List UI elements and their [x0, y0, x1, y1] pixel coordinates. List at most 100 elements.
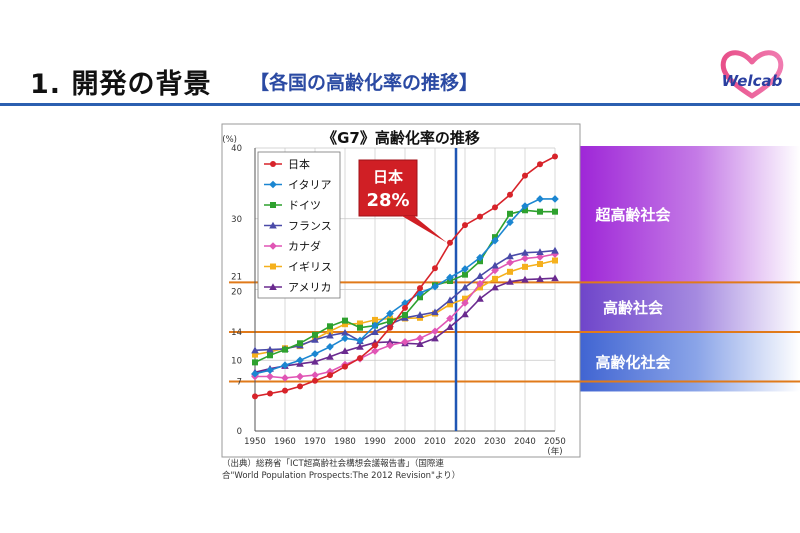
data-point	[386, 338, 394, 345]
y-tick-label: 20	[231, 288, 242, 298]
data-point	[551, 195, 559, 203]
data-point	[417, 285, 423, 292]
heart-logo-icon	[720, 50, 784, 99]
data-point	[266, 372, 274, 381]
data-point	[341, 328, 349, 336]
data-point	[402, 304, 408, 311]
data-point	[461, 265, 469, 273]
data-point	[386, 341, 394, 350]
data-point	[446, 296, 454, 304]
data-point	[522, 172, 528, 179]
data-point	[342, 363, 348, 370]
data-point	[416, 334, 424, 343]
data-point	[492, 204, 498, 211]
data-point	[431, 327, 439, 336]
source-line-2: 合"World Population Prospects:The 2012 Re…	[222, 471, 461, 481]
data-point	[506, 258, 514, 267]
data-point	[417, 294, 423, 301]
data-point	[462, 271, 468, 278]
data-point	[476, 253, 484, 262]
x-tick-label: 1950	[244, 437, 266, 447]
data-point	[492, 275, 498, 282]
data-point	[477, 213, 483, 220]
data-point	[267, 352, 273, 359]
data-point	[312, 331, 318, 338]
x-tick-label: 2030	[484, 437, 506, 447]
band-2	[570, 282, 800, 332]
legend-swatch-marker	[270, 202, 276, 208]
data-point	[476, 272, 484, 280]
data-point	[491, 236, 499, 245]
data-point	[371, 328, 379, 335]
data-point	[551, 246, 559, 254]
legend-swatch-marker	[269, 221, 277, 229]
data-point	[521, 202, 529, 210]
slide-title: 1. 開発の背景	[30, 69, 212, 100]
data-point	[521, 248, 529, 256]
data-point	[282, 346, 288, 353]
legend-swatch-marker	[269, 283, 277, 290]
data-point	[506, 277, 514, 285]
data-point	[551, 274, 559, 282]
data-point	[387, 318, 393, 325]
logo-text: Welcab	[721, 72, 783, 90]
data-point	[447, 239, 453, 246]
data-point	[252, 359, 258, 366]
data-point	[372, 316, 378, 323]
data-point	[521, 275, 529, 283]
legend-label: カナダ	[288, 239, 321, 253]
x-tick-label: 1980	[334, 437, 356, 447]
callout-label: 日本	[373, 168, 403, 186]
data-point	[281, 361, 289, 370]
data-point	[311, 371, 319, 379]
band-label: 高齢社会	[603, 299, 663, 317]
data-point	[537, 161, 543, 168]
data-point	[296, 356, 304, 365]
data-point	[251, 346, 259, 354]
data-point	[342, 317, 348, 324]
data-point	[522, 263, 528, 270]
welcab-logo: Welcab	[712, 46, 792, 102]
data-point	[461, 299, 469, 307]
data-point	[521, 254, 529, 263]
data-point	[491, 261, 499, 269]
data-point	[491, 266, 499, 275]
data-point	[402, 311, 408, 318]
legend-swatch-marker	[270, 263, 276, 270]
legend-swatch-marker	[270, 161, 276, 167]
data-point	[281, 374, 289, 382]
x-unit-label: (年)	[547, 446, 562, 457]
chart-title: 《G7》高齢化率の推移	[322, 129, 480, 147]
legend-label: 日本	[288, 157, 310, 171]
data-point	[416, 340, 424, 347]
data-point	[311, 357, 319, 365]
data-point	[252, 351, 258, 358]
data-point	[341, 334, 349, 343]
data-point	[507, 210, 513, 217]
data-point	[507, 191, 513, 198]
data-point	[446, 314, 454, 323]
data-point	[537, 261, 543, 268]
data-point	[371, 347, 379, 355]
data-point	[327, 328, 333, 335]
data-point	[461, 283, 469, 291]
data-point	[371, 321, 379, 330]
y-tick-label: 7	[237, 377, 242, 387]
x-tick-label: 2010	[424, 437, 446, 447]
legend-swatch-marker	[269, 180, 277, 189]
band-label: 高齢化社会	[595, 354, 670, 372]
x-tick-label: 2020	[454, 437, 476, 447]
data-point	[266, 345, 274, 353]
y-tick-label: 10	[231, 356, 242, 366]
data-point	[297, 383, 303, 390]
data-point	[297, 340, 303, 347]
data-point	[341, 347, 349, 355]
y-tick-label: 21	[231, 272, 242, 282]
source-note: （出典）総務省「ICT超高齢社会構想会議報告書」（国際連 合"World Pop…	[222, 458, 472, 482]
data-point	[266, 366, 274, 374]
data-point	[327, 372, 333, 379]
data-point	[416, 289, 424, 297]
data-point	[357, 355, 363, 362]
data-point	[537, 208, 543, 215]
